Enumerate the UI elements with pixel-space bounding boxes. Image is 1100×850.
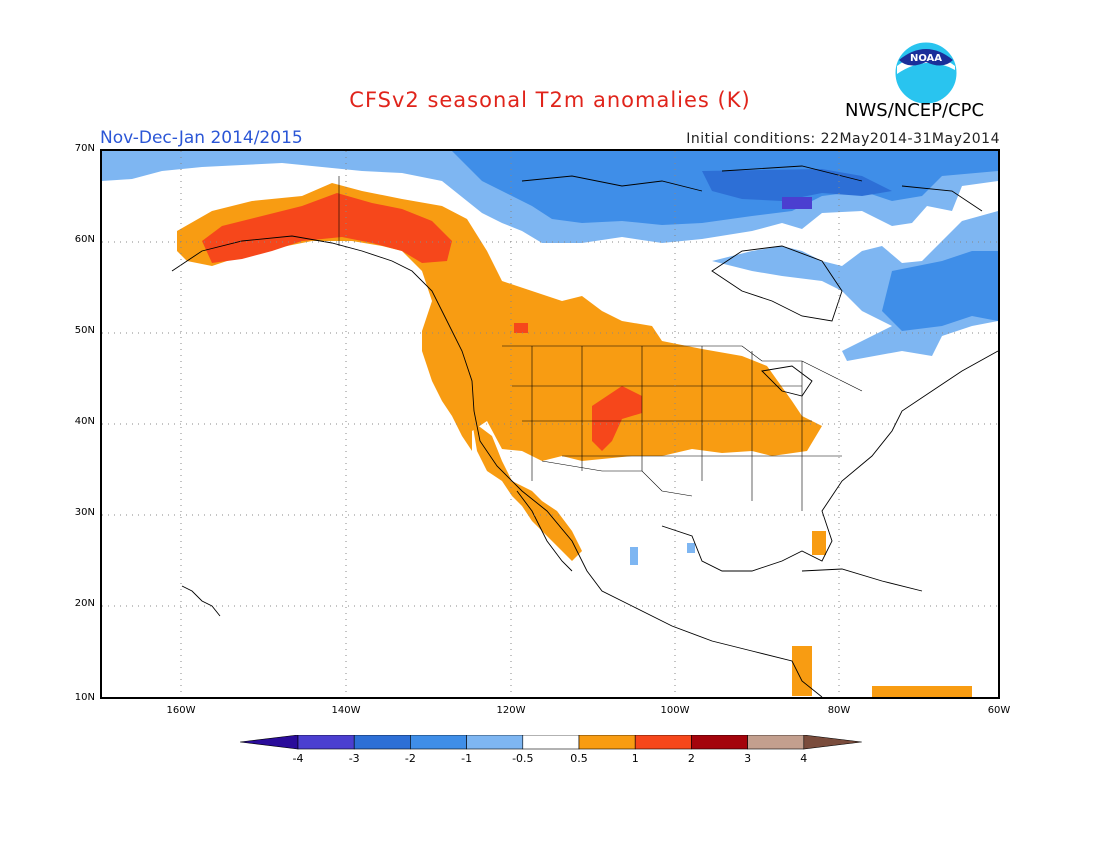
logo-text: NOAA [910, 53, 942, 64]
lat-label-40n: 40N [74, 416, 95, 427]
lon-label-100w: 100W [660, 705, 690, 716]
lon-label-140w: 140W [331, 705, 361, 716]
graticule [102, 151, 998, 697]
coastlines [171, 165, 998, 697]
warm-patch-florida [812, 531, 826, 555]
warm-region-alaska-max [202, 193, 452, 263]
legend-swatch-4 [466, 735, 524, 750]
cool-region-minimum [782, 197, 812, 209]
legend-label: 4 [800, 752, 808, 765]
legend-label: -0.5 [512, 752, 534, 765]
legend-label: 2 [687, 752, 695, 765]
warm-patch-south [872, 686, 972, 697]
coast-arctic-islands [521, 165, 983, 212]
legend-swatch-10 [803, 735, 862, 750]
color-legend-bar [240, 735, 862, 750]
initial-conditions-label: Initial conditions: 22May2014-31May2014 [686, 131, 1000, 147]
border-us-mexico [541, 460, 693, 497]
coast-hudson-bay [711, 245, 843, 322]
period-label: Nov-Dec-Jan 2014/2015 [100, 128, 303, 148]
map-title: CFSv2 seasonal T2m anomalies (K) [349, 88, 751, 112]
cool-patch-gulf [687, 543, 695, 553]
warm-region-alaska-canada [177, 183, 822, 461]
legend-swatch-0 [240, 735, 299, 750]
anomaly-map [100, 149, 1000, 699]
cool-anomaly-regions [102, 151, 998, 565]
coast-gulf-mexico [661, 350, 998, 572]
lat-label-10n: 10N [74, 692, 95, 703]
coast-hawaii [181, 585, 221, 617]
warm-region-rockies-max [592, 386, 642, 451]
noaa-logo: NOAA [894, 41, 958, 105]
lat-label-30n: 30N [74, 507, 95, 518]
cool-patch-mexico [630, 547, 638, 565]
warm-region-west-coast [472, 421, 582, 561]
lon-label-60w: 60W [987, 705, 1011, 716]
coast-cuba [801, 568, 923, 592]
warm-patch-central-america [792, 646, 812, 696]
cool-region-east-deep [882, 251, 998, 331]
warm-patch-bc [514, 323, 528, 333]
legend-swatch-8 [691, 735, 748, 750]
lat-label-20n: 20N [74, 598, 95, 609]
coast-great-lakes [761, 365, 813, 397]
warm-anomaly-regions [177, 183, 972, 697]
legend-swatch-2 [353, 735, 411, 750]
legend-label: -1 [461, 752, 473, 765]
legend-swatch-7 [634, 735, 692, 750]
lon-label-120w: 120W [496, 705, 526, 716]
coast-baja [516, 490, 573, 572]
legend-swatch-9 [747, 735, 805, 750]
legend-label: -3 [348, 752, 360, 765]
legend-label: 3 [744, 752, 752, 765]
map-canvas [102, 151, 998, 697]
lon-label-160w: 160W [166, 705, 196, 716]
lat-label-50n: 50N [74, 325, 95, 336]
lat-label-70n: 70N [74, 143, 95, 154]
legend-swatch-1 [297, 735, 355, 750]
lat-label-60n: 60N [74, 234, 95, 245]
agency-label: NWS/NCEP/CPC [845, 100, 985, 121]
legend-label: 0.5 [570, 752, 588, 765]
legend-label: -4 [292, 752, 304, 765]
legend-swatch-5 [522, 735, 580, 750]
legend-swatch-3 [410, 735, 467, 750]
legend-label: -2 [404, 752, 416, 765]
lon-label-80w: 80W [827, 705, 851, 716]
political-borders [338, 176, 863, 511]
legend-label: 1 [631, 752, 639, 765]
coast-north-america-west [171, 235, 823, 697]
legend-swatch-6 [578, 735, 636, 750]
